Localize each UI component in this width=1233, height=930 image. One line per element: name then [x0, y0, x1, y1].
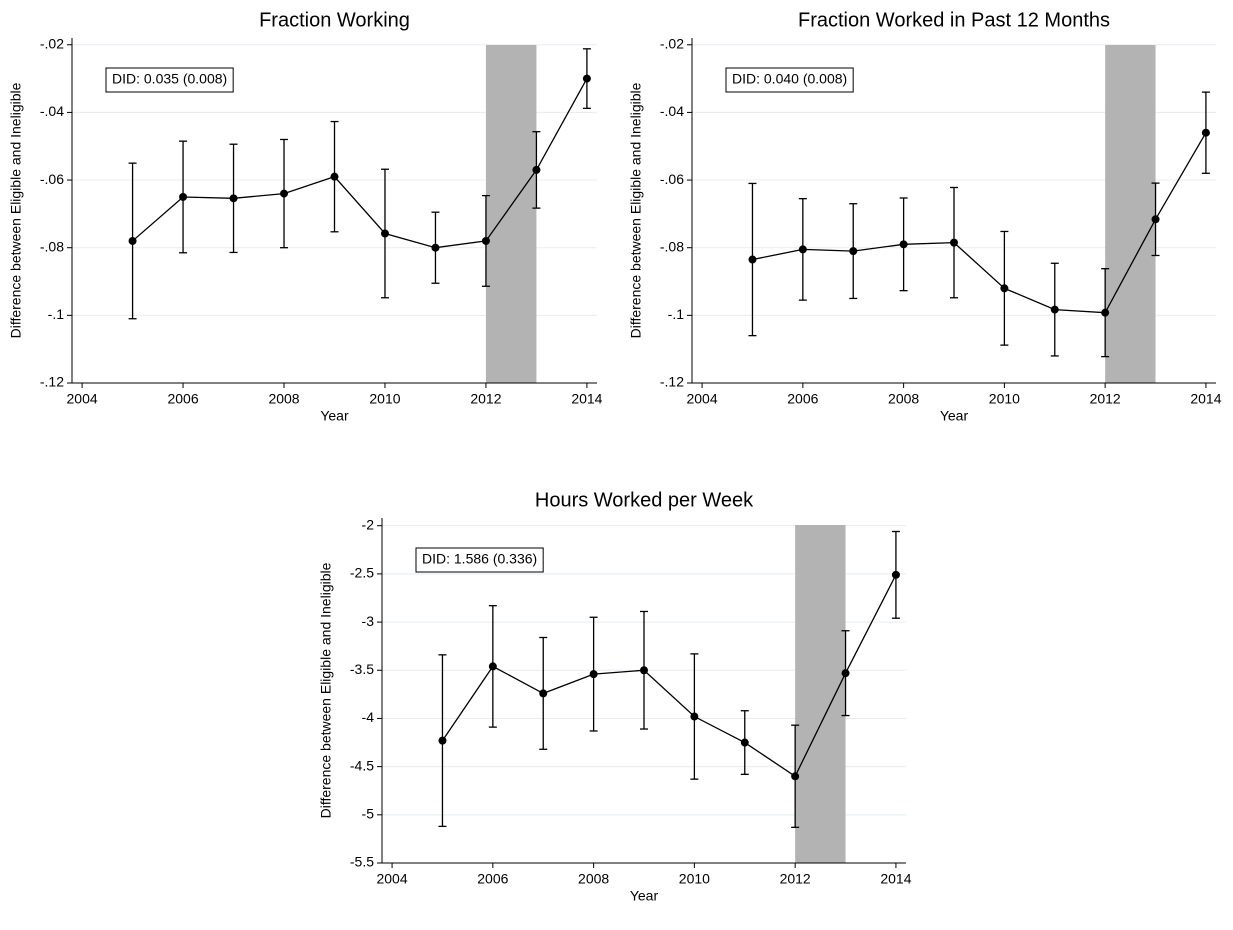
data-point — [431, 243, 440, 252]
y-tick-label: -.04 — [40, 103, 64, 119]
data-point — [841, 669, 850, 678]
panel: -.12 -.1 -.08 -.06 -.04 -.02 2004 2006 2008 2010 2… — [628, 9, 1222, 423]
y-axis-label: Difference between Eligible and Ineligib… — [318, 562, 334, 818]
x-tick-label: 2006 — [167, 391, 198, 407]
annotation: DID: 1.586 (0.336) — [422, 551, 537, 567]
x-tick-label: 2014 — [571, 391, 602, 407]
data-point — [1151, 215, 1160, 224]
data-point — [791, 772, 800, 781]
y-tick-label: -.08 — [660, 238, 684, 254]
x-tick-label: 2012 — [780, 871, 811, 887]
x-tick-label: 2012 — [1090, 391, 1121, 407]
data-point — [640, 666, 648, 675]
annotation-box — [725, 67, 854, 93]
data-point — [330, 172, 339, 181]
data-point — [179, 192, 188, 201]
y-tick-label: -5 — [362, 806, 375, 822]
x-tick-label: 2008 — [888, 391, 919, 407]
data-line — [752, 132, 1207, 314]
data-point — [849, 247, 858, 256]
shaded-period — [485, 45, 537, 383]
data-point — [589, 670, 598, 679]
y-tick-label: -.1 — [668, 306, 685, 322]
data-point — [532, 165, 541, 174]
y-tick-label: -.08 — [40, 238, 64, 254]
y-tick-label: -.12 — [40, 374, 64, 390]
data-point — [481, 236, 490, 245]
chart-title: Hours Worked per Week — [535, 489, 754, 511]
data-point — [280, 189, 289, 198]
y-tick-label: -.02 — [660, 35, 684, 51]
data-point — [690, 712, 699, 721]
shaded-period — [795, 525, 846, 863]
y-axis-label: Difference between Eligible and Ineligib… — [8, 82, 24, 338]
y-tick-label: -2.5 — [350, 565, 374, 581]
data-point — [798, 245, 807, 254]
y-tick-label: -5.5 — [350, 854, 374, 870]
data-point — [128, 236, 137, 245]
data-point — [1101, 308, 1110, 317]
data-line — [441, 574, 897, 778]
data-point — [438, 736, 447, 745]
y-tick-label: -.02 — [40, 35, 64, 51]
x-tick-label: 2014 — [880, 871, 911, 887]
data-point — [899, 240, 908, 249]
y-tick-label: -.1 — [48, 306, 65, 322]
x-tick-label: 2006 — [477, 871, 508, 887]
y-axis-label: Difference between Eligible and Ineligib… — [628, 82, 644, 338]
data-point — [891, 570, 900, 579]
x-tick-label: 2004 — [686, 391, 717, 407]
y-tick-label: -2 — [362, 516, 375, 532]
x-tick-label: 2014 — [1190, 391, 1221, 407]
chart-title: Fraction Worked in Past 12 Months — [798, 9, 1110, 31]
annotation-box — [105, 67, 234, 93]
y-tick-label: -3 — [362, 613, 375, 629]
x-tick-label: 2010 — [989, 391, 1020, 407]
annotation: DID: 0.035 (0.008) — [112, 71, 227, 87]
shaded-period — [1105, 45, 1156, 383]
x-tick-label: 2012 — [470, 391, 501, 407]
data-point — [740, 738, 749, 747]
x-tick-label: 2010 — [369, 391, 400, 407]
x-tick-label: 2006 — [787, 391, 818, 407]
x-axis-label: Year — [320, 408, 349, 424]
data-point — [748, 255, 757, 264]
annotation: DID: 0.040 (0.008) — [732, 71, 847, 87]
y-tick-label: -.04 — [660, 103, 684, 119]
x-tick-label: 2008 — [578, 871, 609, 887]
y-tick-label: -.06 — [40, 171, 64, 187]
y-tick-label: -.06 — [660, 171, 684, 187]
data-point — [380, 229, 389, 238]
x-tick-label: 2004 — [376, 871, 407, 887]
data-point — [539, 689, 548, 698]
panel: -5.5 -5 -4.5 -4 -3.5 -3 -2.5 -2 2004 2006 2008 2010… — [318, 489, 912, 903]
data-point — [1000, 284, 1009, 293]
data-line — [132, 78, 588, 249]
y-tick-label: -4.5 — [350, 757, 374, 773]
annotation-box — [415, 547, 544, 573]
x-axis-label: Year — [630, 888, 659, 904]
data-point — [1201, 128, 1210, 137]
data-point — [1050, 305, 1059, 314]
x-tick-label: 2004 — [67, 391, 98, 407]
data-point — [229, 194, 238, 203]
chart-title: Fraction Working — [259, 9, 410, 31]
x-tick-label: 2008 — [268, 391, 299, 407]
data-point — [950, 238, 958, 247]
data-point — [488, 662, 497, 671]
y-tick-label: -3.5 — [350, 661, 374, 677]
x-tick-label: 2010 — [679, 871, 710, 887]
x-axis-label: Year — [940, 408, 969, 424]
y-tick-label: -4 — [362, 709, 375, 725]
panel: -.12 -.1 -.08 -.06 -.04 -.02 2004 2006 2008 2010 2… — [8, 9, 603, 423]
data-point — [582, 74, 591, 83]
y-tick-label: -.12 — [660, 374, 684, 390]
